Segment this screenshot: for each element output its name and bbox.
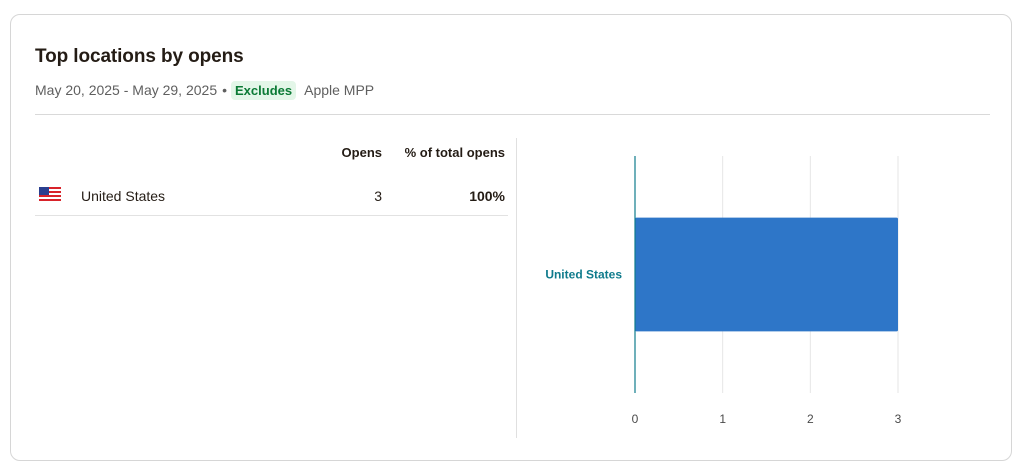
badge-detail: Apple MPP — [304, 82, 375, 98]
x-tick-label-0: 0 — [632, 412, 639, 426]
opens-value: 3 — [374, 188, 382, 204]
category-label: United States — [545, 268, 622, 282]
country-name: United States — [81, 188, 166, 204]
x-tick-label-1: 1 — [719, 412, 726, 426]
us-flag-icon — [39, 187, 61, 201]
table-row: United States 3 100% — [35, 167, 508, 216]
locations-table: Opens % of total opens United States 3 1… — [35, 139, 508, 216]
card-subtitle: May 20, 2025 - May 29, 2025 • Excludes A… — [35, 80, 374, 100]
excludes-badge: Excludes — [231, 80, 297, 100]
bar-0 — [635, 217, 898, 332]
card-title: Top locations by opens — [35, 46, 244, 67]
panel-separator — [516, 138, 517, 438]
separator-dot: • — [222, 82, 228, 98]
x-tick-label-2: 2 — [807, 412, 814, 426]
x-tick-label-3: 3 — [895, 412, 902, 426]
table-header: Opens % of total opens — [35, 139, 508, 167]
date-range: May 20, 2025 - May 29, 2025 — [35, 82, 218, 98]
column-header-pct[interactable]: % of total opens — [404, 145, 505, 160]
header-divider — [35, 114, 990, 115]
column-header-opens[interactable]: Opens — [341, 145, 382, 160]
pct-value: 100% — [469, 188, 505, 204]
opens-bar-chart: United States 0 1 2 3 — [545, 156, 902, 426]
top-locations-card: Top locations by opens May 20, 2025 - Ma… — [10, 14, 1012, 461]
